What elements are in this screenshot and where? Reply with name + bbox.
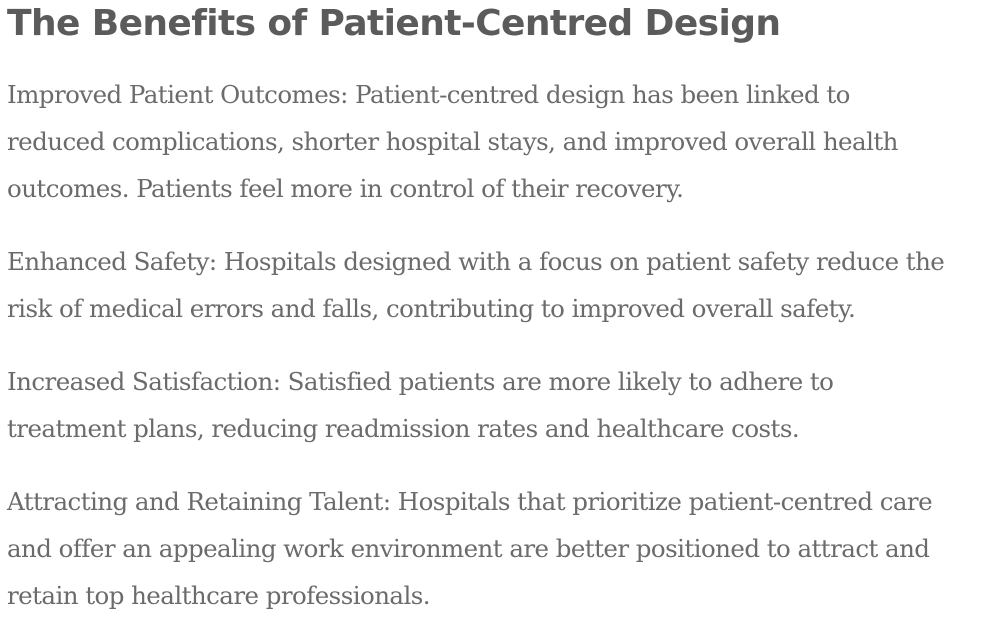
paragraph-improved-patient-outcomes: Improved Patient Outcomes: Patient-centr… bbox=[7, 71, 982, 212]
paragraph-line: Improved Patient Outcomes: Patient-centr… bbox=[7, 80, 850, 109]
paragraph-line: outcomes. Patients feel more in control … bbox=[7, 174, 684, 203]
paragraph-line: Increased Satisfaction: Satisfied patien… bbox=[7, 367, 834, 396]
article-content: The Benefits of Patient-Centred Design I… bbox=[7, 0, 982, 619]
paragraph-enhanced-safety: Enhanced Safety: Hospitals designed with… bbox=[7, 238, 982, 332]
paragraph-line: and offer an appealing work environment … bbox=[7, 534, 930, 563]
paragraph-line: Enhanced Safety: Hospitals designed with… bbox=[7, 247, 945, 276]
paragraph-line: reduced complications, shorter hospital … bbox=[7, 127, 898, 156]
paragraph-attracting-retaining-talent: Attracting and Retaining Talent: Hospita… bbox=[7, 478, 982, 619]
paragraph-line: treatment plans, reducing readmission ra… bbox=[7, 414, 800, 443]
section-heading: The Benefits of Patient-Centred Design bbox=[7, 3, 781, 44]
paragraph-increased-satisfaction: Increased Satisfaction: Satisfied patien… bbox=[7, 358, 982, 452]
paragraph-line: retain top healthcare professionals. bbox=[7, 581, 431, 610]
paragraph-line: Attracting and Retaining Talent: Hospita… bbox=[7, 487, 933, 516]
paragraph-line: risk of medical errors and falls, contri… bbox=[7, 294, 856, 323]
